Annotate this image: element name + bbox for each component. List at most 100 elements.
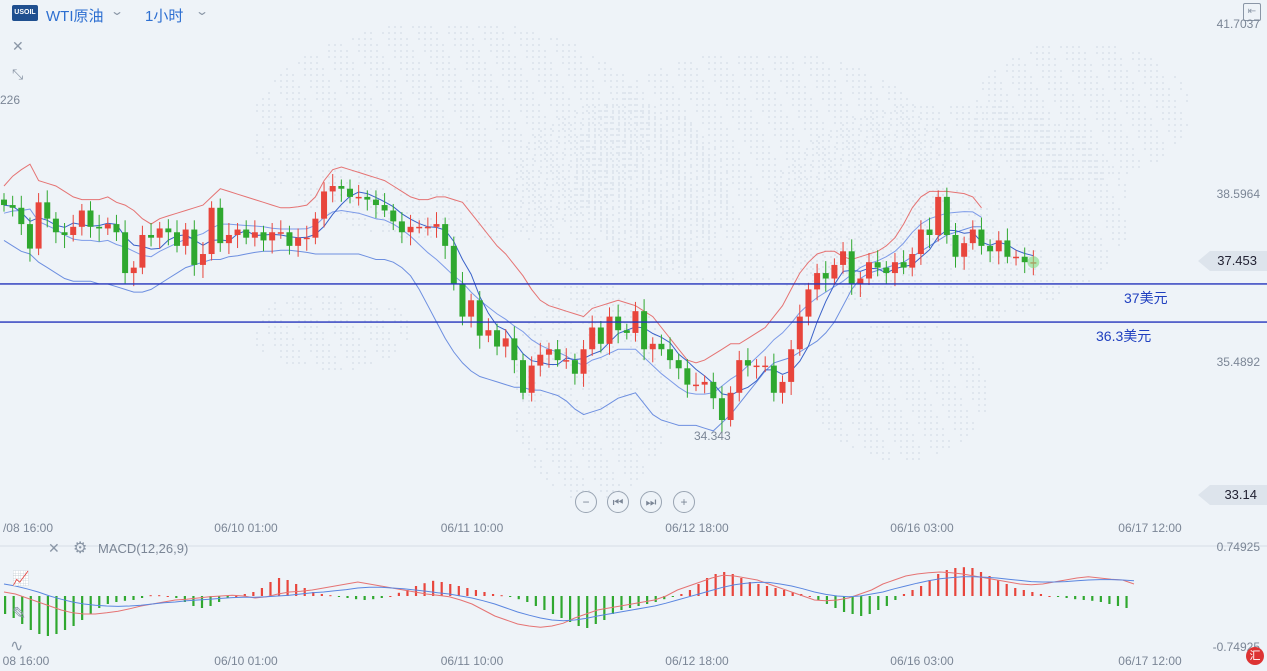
candle-body (321, 191, 328, 219)
candle-body (528, 365, 535, 393)
candle-body (1013, 256, 1020, 259)
macd-histogram-bar (748, 582, 751, 596)
macd-x-tick-label: 06/11 10:00 (441, 654, 504, 668)
y-tick-label: 38.5964 (1217, 187, 1261, 201)
candle-body (372, 199, 379, 206)
macd-histogram-bar (1091, 596, 1094, 601)
macd-histogram-bar (783, 590, 786, 596)
x-tick-label: 06/10 01:00 (214, 521, 278, 535)
macd-histogram-bar (440, 582, 443, 596)
candle-body (44, 202, 51, 219)
zoom-out-button[interactable]: − (575, 491, 597, 513)
macd-histogram-bar (4, 596, 7, 614)
macd-histogram-bar (603, 596, 606, 620)
macd-histogram-bar (765, 586, 769, 596)
candle-body (987, 245, 994, 252)
x-tick-label: 06/16 03:00 (890, 521, 954, 535)
candle-body (251, 232, 258, 238)
macd-histogram-bar (132, 596, 135, 600)
candle-body (87, 210, 94, 227)
scroll-end-button[interactable]: ⏭ (640, 491, 662, 513)
macd-histogram-bar (705, 578, 709, 596)
candle-body (485, 330, 492, 336)
candle-body (848, 251, 855, 284)
macd-histogram-bar (500, 595, 503, 597)
macd-histogram-bar (295, 584, 298, 596)
settings-icon[interactable]: ⚙ (73, 540, 88, 557)
candle-body (814, 273, 821, 290)
scroll-start-button[interactable]: ⏮ (607, 491, 629, 513)
macd-x-tick-label: 06/10 01:00 (214, 654, 278, 668)
macd-histogram-bar (594, 596, 597, 624)
candle-body (1004, 240, 1011, 257)
macd-histogram-bar (988, 576, 991, 596)
candle-body (78, 210, 85, 227)
macd-title: MACD(12,26,9) (98, 541, 189, 556)
macd-histogram-bar (979, 572, 983, 596)
candle-body (606, 316, 613, 344)
candle-body (935, 196, 942, 235)
macd-histogram-bar (1099, 596, 1102, 602)
candle-body (891, 262, 898, 274)
candle-body (623, 330, 630, 333)
macd-histogram-bar (149, 595, 152, 597)
macd-histogram-bar (252, 592, 255, 596)
candle-body (502, 338, 509, 347)
macd-histogram-bar (1014, 588, 1017, 596)
candle-body (563, 360, 570, 362)
macd-histogram-bar (423, 583, 426, 596)
candle-body (61, 232, 68, 235)
chevron-down-icon[interactable]: ⌄ (194, 4, 210, 18)
macd-histogram-bar (389, 596, 392, 597)
macd-histogram-bar (1022, 590, 1025, 596)
close-icon[interactable]: ✕ (12, 38, 24, 54)
macd-histogram-bar (260, 588, 264, 596)
macd-histogram-bar (200, 596, 204, 608)
macd-histogram-bar (38, 596, 41, 634)
brand-logo: 汇 (1246, 647, 1264, 665)
macd-histogram-bar (312, 592, 315, 596)
candle-body (684, 368, 691, 385)
macd-histogram-bar (723, 572, 726, 596)
panel-toggle-icon[interactable]: ⇤ (1243, 3, 1261, 21)
candle-body (243, 229, 250, 238)
macd-histogram-bar (12, 596, 15, 618)
candle-body (286, 232, 293, 246)
macd-histogram-bar (286, 580, 289, 596)
chevron-down-icon[interactable]: ⌄ (109, 4, 125, 18)
candle-body (442, 224, 449, 246)
candle-body (589, 327, 596, 350)
zoom-in-button[interactable]: + (673, 491, 695, 513)
macd-histogram-bar (1082, 596, 1085, 600)
candle-body (641, 311, 648, 350)
indicator-icon[interactable]: ∿ (10, 638, 24, 655)
macd-histogram-bar (851, 596, 854, 614)
candle-body (753, 365, 760, 368)
macd-histogram-bar (586, 596, 589, 628)
chart-type-icon[interactable]: 📈 (12, 570, 30, 586)
candle-body (104, 224, 111, 229)
candle-body (675, 360, 682, 369)
macd-histogram-bar (714, 574, 717, 596)
draw-icon[interactable]: ✎ (12, 604, 27, 623)
candle-body (883, 267, 890, 274)
macd-histogram-bar (902, 594, 906, 596)
macd-histogram-bar (303, 588, 306, 596)
close-indicator-icon[interactable]: ✕ (48, 540, 60, 556)
macd-histogram-bar (860, 596, 863, 616)
macd-histogram-bar (158, 595, 161, 597)
candle-body (770, 365, 777, 393)
candle-body (199, 254, 206, 265)
timeframe-selector[interactable]: 1小时 (145, 8, 184, 25)
collapse-icon[interactable]: ⤡ (12, 66, 24, 82)
candle-body (537, 354, 544, 366)
macd-histogram-bar (243, 594, 246, 596)
macd-histogram-bar (1108, 596, 1111, 604)
macd-histogram-bar (954, 568, 957, 596)
macd-histogram-bar (868, 596, 871, 614)
candle-body (398, 221, 405, 233)
candle-body (693, 384, 699, 387)
macd-histogram-bar (543, 596, 546, 610)
symbol-selector[interactable]: WTI原油 (46, 8, 104, 25)
